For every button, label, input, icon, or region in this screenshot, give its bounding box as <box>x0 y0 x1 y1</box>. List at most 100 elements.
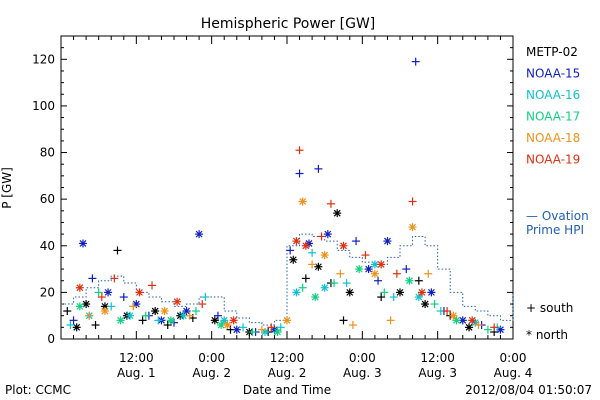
point-stroke <box>195 230 203 238</box>
south-point <box>276 323 285 332</box>
point-stroke <box>365 265 373 273</box>
south-point <box>198 300 207 309</box>
x-tick-date: Aug. 2 <box>268 366 307 380</box>
legend-entry: METP-02 <box>526 45 578 59</box>
north-point <box>314 262 323 271</box>
north-point <box>229 316 238 325</box>
south-point <box>308 248 317 257</box>
north-point <box>217 321 226 330</box>
south-point <box>490 323 499 332</box>
point-stroke <box>384 237 391 245</box>
point-stroke <box>355 265 363 273</box>
point-stroke <box>340 242 347 250</box>
south-point <box>348 321 357 330</box>
y-tick-label: 20 <box>40 285 55 299</box>
point-stroke <box>459 316 467 324</box>
point-stroke <box>167 316 175 324</box>
north-point <box>104 288 113 297</box>
north-point <box>78 239 87 248</box>
legend-entry: NOAA-18 <box>526 131 580 145</box>
legend-ovation-line1: — Ovation <box>526 209 589 223</box>
north-point <box>396 288 404 297</box>
south-point <box>185 311 194 320</box>
south-point <box>326 199 335 208</box>
ovation-series <box>61 233 514 326</box>
point-stroke <box>76 302 84 310</box>
south-point <box>402 265 411 274</box>
symbol-key-entry: + south <box>526 301 573 315</box>
legend-entry: NOAA-19 <box>526 153 580 167</box>
point-stroke <box>151 307 159 315</box>
south-point <box>443 307 452 316</box>
south-point <box>119 293 128 302</box>
north-point <box>355 265 364 274</box>
south-point <box>342 279 351 288</box>
south-point <box>361 251 370 260</box>
point-stroke <box>161 307 169 315</box>
north-point <box>414 293 423 302</box>
point-stroke <box>104 288 112 296</box>
north-point <box>452 316 461 325</box>
north-point <box>345 288 354 297</box>
point-stroke <box>346 288 354 296</box>
legend-entry: NOAA-15 <box>526 67 580 81</box>
north-point <box>220 316 229 325</box>
north-point <box>323 230 332 239</box>
y-axis-label: P [GW] <box>0 167 14 209</box>
point-stroke <box>465 323 473 331</box>
south-point <box>339 316 348 325</box>
south-point <box>110 274 119 283</box>
north-point <box>182 307 191 316</box>
point-stroke <box>233 326 241 334</box>
north-point <box>320 283 329 292</box>
north-point <box>458 316 467 325</box>
point-stroke <box>126 312 134 320</box>
north-point <box>465 323 474 332</box>
point-stroke <box>79 240 87 247</box>
north-point <box>195 230 204 239</box>
south-point <box>474 321 483 330</box>
north-point <box>421 300 430 309</box>
x-tick-date: Aug. 1 <box>117 366 156 380</box>
south-point <box>314 164 323 173</box>
y-tick-label: 40 <box>40 239 55 253</box>
x-tick-time: 12:00 <box>420 351 455 365</box>
north-point <box>166 316 175 325</box>
north-point <box>173 297 182 306</box>
chart-title: Hemispheric Power [GW] <box>201 16 376 32</box>
south-point <box>414 276 423 285</box>
x-tick-time: 0:00 <box>349 351 376 365</box>
ovation-line <box>61 233 514 326</box>
y-tick-label: 120 <box>32 52 55 66</box>
north-point <box>408 223 417 232</box>
south-point <box>141 311 150 320</box>
point-stroke <box>415 293 423 301</box>
point-stroke <box>302 242 310 250</box>
north-point <box>427 288 436 297</box>
point-stroke <box>211 316 219 324</box>
point-stroke <box>405 277 413 285</box>
point-stroke <box>117 316 125 324</box>
point-stroke <box>292 237 300 245</box>
south-point <box>301 274 310 283</box>
south-point <box>286 246 295 255</box>
south-point <box>267 323 276 332</box>
north-point <box>292 288 301 297</box>
south-point <box>424 269 433 278</box>
south-point <box>94 288 103 297</box>
south-point <box>408 197 417 206</box>
north-point <box>135 288 144 297</box>
south-point <box>191 307 200 316</box>
point-stroke <box>179 312 187 320</box>
point-stroke <box>223 321 231 329</box>
south-point <box>91 321 100 330</box>
point-stroke <box>321 284 329 292</box>
south-point <box>411 57 420 66</box>
south-point <box>483 325 492 334</box>
legend-ovation-line2: Prime HPI <box>526 223 584 237</box>
point-stroke <box>311 293 319 301</box>
point-stroke <box>173 298 181 306</box>
north-point <box>311 293 320 302</box>
south-point <box>201 293 210 302</box>
